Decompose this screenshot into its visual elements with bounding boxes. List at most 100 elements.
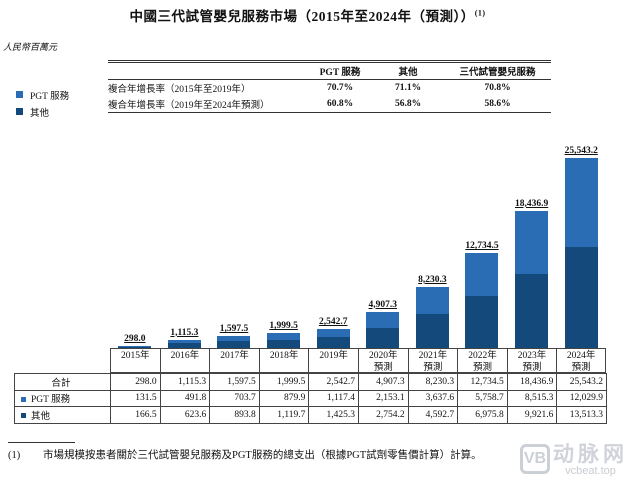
other-color-swatch-icon: [21, 413, 26, 419]
cagr-row-label: 複合年增長率（2015年至2019年）: [108, 85, 251, 95]
watermark-brand: 动脉网: [553, 442, 628, 466]
summary-row-label: 其他: [14, 406, 111, 424]
summary-cell: 298.0: [110, 373, 161, 391]
bar-column: 1,999.5: [259, 321, 309, 348]
summary-cell: 1,119.7: [258, 406, 310, 424]
summary-cell: 491.8: [159, 389, 211, 407]
legend-item-other: 其他: [16, 103, 69, 120]
bar-segment-other: [465, 296, 499, 348]
stacked-bar: [564, 158, 598, 348]
bar-total-label: 1,999.5: [269, 321, 298, 332]
bar-segment-pgt: [515, 210, 549, 275]
pgt-color-swatch-icon: [21, 396, 26, 402]
year-cell: 2019年: [308, 348, 358, 373]
bar-segment-other: [515, 274, 549, 348]
summary-cell: 8,515.3: [506, 389, 558, 407]
bar-total-label: 4,907.3: [368, 299, 398, 310]
stacked-bar: [415, 286, 449, 348]
cagr-row-2019-2024: 複合年增長率（2019年至2024年預測） 60.8% 56.8% 58.6%: [108, 96, 551, 113]
summary-cell: 13,513.3: [556, 406, 607, 424]
legend-label: 其他: [30, 108, 50, 119]
bar-total-label: 18,436.9: [514, 198, 549, 209]
summary-cell: 131.5: [110, 389, 161, 407]
bar-column: 8,230.3: [408, 275, 458, 348]
summary-cell: 893.8: [209, 406, 260, 424]
year-cell: 2020年 預測: [357, 348, 408, 373]
stacked-bar: [267, 333, 301, 348]
summary-cell: 1,597.5: [209, 373, 260, 391]
summary-cell: 3,637.6: [407, 389, 459, 407]
bar-segment-pgt: [415, 286, 449, 314]
bar-segment-pgt: [564, 158, 598, 248]
bar-segment-other: [118, 346, 152, 348]
pgt-color-swatch-icon: [16, 91, 23, 98]
cagr-value: 60.8%: [308, 96, 372, 113]
bar-segment-other: [167, 343, 201, 348]
summary-row-label: 合計: [14, 373, 111, 391]
summary-cell: 8,230.3: [407, 373, 459, 391]
year-cell: 2021年 預測: [407, 348, 458, 373]
summary-cell: 1,115.3: [159, 373, 211, 391]
legend-label: PGT 服務: [30, 91, 70, 102]
summary-cell: 2,542.7: [308, 373, 359, 391]
summary-row: 其他 166.5 623.6 893.8 1,119.7 1,425.3 2,754.2 4,…: [14, 406, 607, 424]
year-cell: 2016年: [159, 348, 210, 373]
bar-column: 298.0: [110, 334, 160, 348]
summary-cell: 1,999.5: [258, 373, 310, 391]
summary-cell: 4,907.3: [357, 373, 409, 391]
stacked-bar: [217, 336, 251, 348]
summary-cell: 18,436.9: [506, 373, 558, 391]
bar-segment-pgt: [366, 311, 400, 328]
bar-total-label: 25,543.2: [564, 146, 598, 157]
summary-cell: 2,153.1: [357, 389, 409, 407]
page-title-text: 中國三代試管嬰兒服務市場（2015年至2024年（預測））: [129, 9, 475, 24]
cagr-header-row: PGT 服務 其他 三代試管嬰兒服務: [108, 60, 551, 80]
summary-cell: 5,758.7: [457, 389, 508, 407]
cagr-value: 56.8%: [372, 96, 444, 113]
bar-segment-pgt: [267, 333, 301, 340]
chart-legend: PGT 服務 其他: [16, 86, 69, 120]
summary-cell: 12,029.9: [556, 389, 607, 407]
bar-segment-other: [267, 339, 301, 348]
stacked-bar: [316, 329, 350, 348]
cagr-value: 58.6%: [444, 96, 551, 113]
legend-item-pgt: PGT 服務: [16, 86, 69, 103]
bar-segment-other: [415, 313, 449, 348]
summary-cell: 9,921.6: [506, 406, 558, 424]
footnote: (1) 市場規模按患者關於三代試管嬰兒服務及PGT服務的總支出（根據PGT試劑零售…: [8, 448, 566, 464]
bar-plot: 298.0 1,115.3 1,597.5 1,999.5 2,542.7 4,907.3…: [110, 135, 606, 348]
year-axis: 2015年 2016年 2017年 2018年 2019年 2020年 預測 2021年 預測 2…: [110, 348, 606, 373]
bar-segment-pgt: [316, 329, 350, 338]
bar-column: 1,115.3: [160, 328, 210, 348]
vcbeat-logo-icon: VB: [520, 444, 550, 474]
bar-segment-pgt: [167, 339, 201, 344]
stacked-bar: [167, 339, 201, 348]
unit-label: 人民幣百萬元: [3, 42, 58, 52]
bar-column: 18,436.9: [507, 199, 557, 348]
watermark-site: vcbeat.top: [565, 465, 616, 477]
summary-cell: 12,734.5: [457, 373, 508, 391]
summary-cell: 6,975.8: [457, 406, 508, 424]
cagr-header-total: 三代試管嬰兒服務: [444, 60, 551, 80]
bar-column: 12,734.5: [457, 241, 507, 348]
stacked-bar: [118, 345, 152, 348]
bar-total-label: 8,230.3: [418, 274, 447, 285]
year-cell: 2022年 預測: [457, 348, 507, 373]
summary-row: 合計 298.0 1,115.3 1,597.5 1,999.5 2,542.7 4,907…: [14, 373, 607, 391]
cagr-value: 70.8%: [484, 83, 511, 93]
other-color-swatch-icon: [16, 108, 23, 115]
watermark: VB 动脉网 vcbeat.top: [520, 444, 641, 478]
cagr-value: 70.7%: [326, 83, 354, 93]
summary-row-label: PGT 服務: [14, 389, 111, 407]
footnote-divider: [8, 442, 75, 443]
bar-segment-pgt: [217, 336, 251, 342]
year-cell: 2023年 預測: [506, 348, 557, 373]
year-cell: 2018年: [258, 348, 309, 373]
summary-cell: 166.5: [110, 406, 161, 424]
bar-total-label: 1,597.5: [219, 324, 249, 335]
bar-segment-other: [366, 327, 400, 348]
bar-segment-pgt: [118, 345, 152, 347]
stacked-bar: [515, 210, 549, 348]
bar-column: 1,597.5: [209, 324, 259, 348]
